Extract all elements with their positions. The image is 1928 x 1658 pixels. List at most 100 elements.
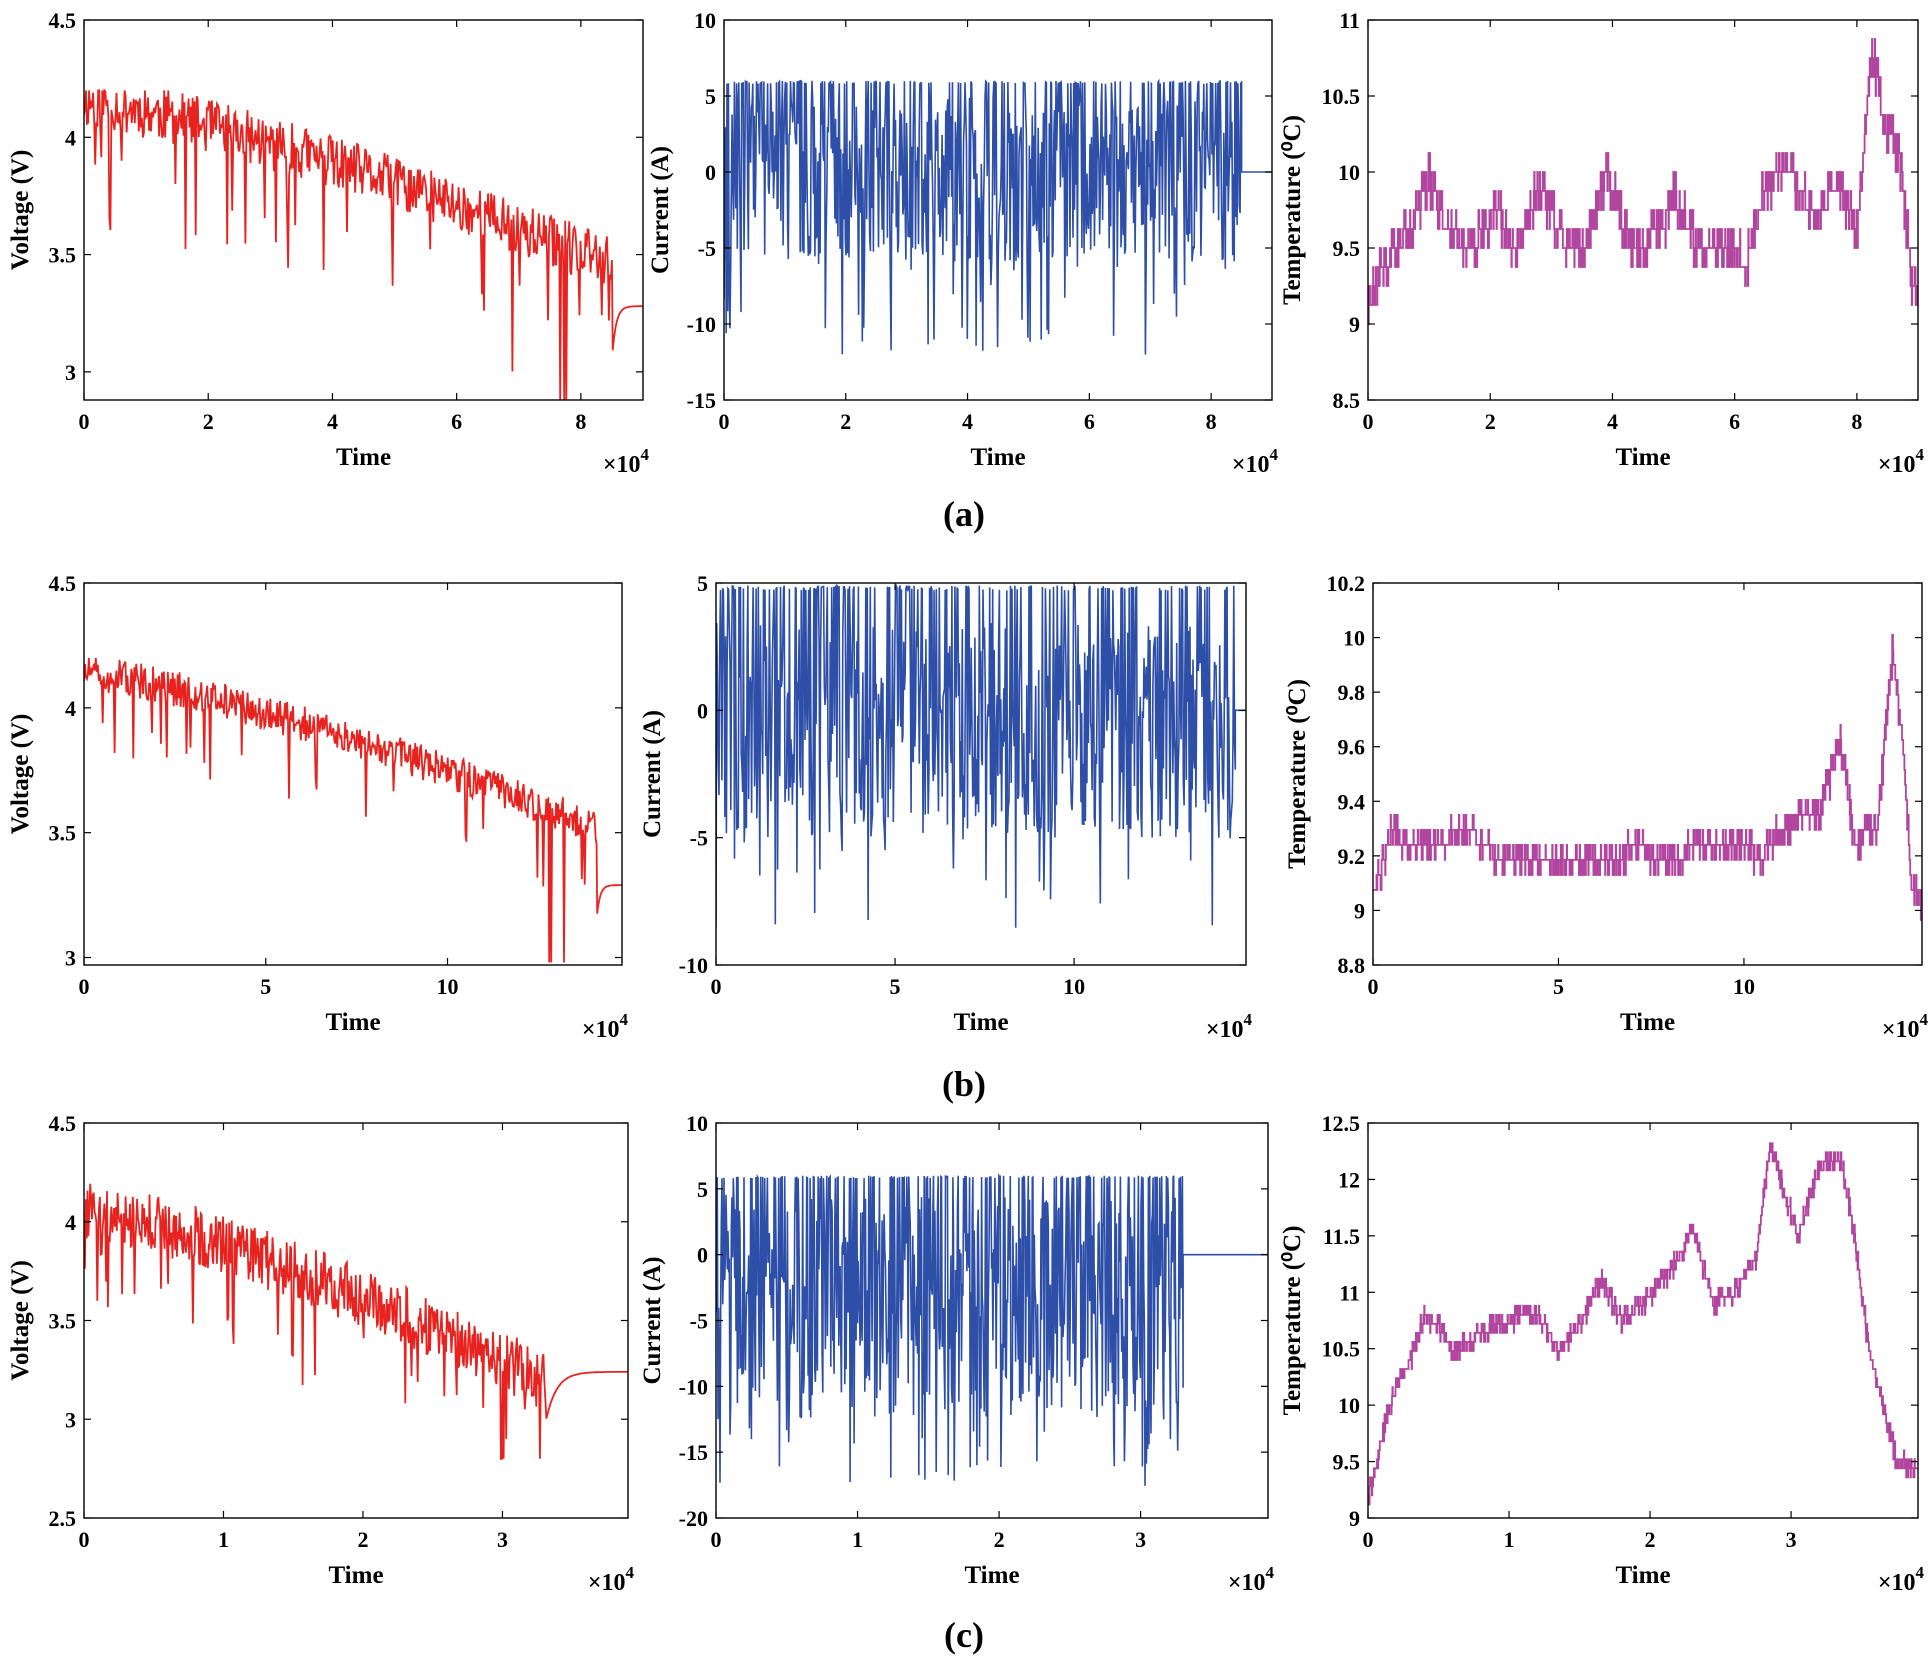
y-tick-label: 10.5 [1322,84,1361,109]
x-tick-label: 4 [1607,409,1618,434]
y-tick-label: 4 [65,696,76,721]
y-tick-label: -5 [690,1309,708,1334]
x-tick-label: 5 [260,974,271,999]
x-tick-label: 0 [79,974,90,999]
caption-b: (b) [942,1064,986,1104]
y-tick-label: 9.4 [1338,789,1366,814]
x-tick-label: 4 [962,409,973,434]
y-tick-label: 2.5 [49,1506,77,1531]
x-tick-label: 8 [575,409,586,434]
x-tick-label: 6 [1729,409,1740,434]
y-tick-label: 5 [697,1177,708,1202]
y-axis-title: Current (A) [639,1257,666,1385]
voltage-series-line [84,1183,628,1460]
y-tick-label: -15 [679,1440,708,1465]
x-tick-label: 1 [1504,1527,1515,1552]
y-tick-label: 12.5 [1322,1111,1361,1136]
voltage-series-line [84,88,643,400]
x-tick-label: 10 [1733,974,1755,999]
x-tick-label: 2 [203,409,214,434]
x-tick-label: 8 [1851,409,1862,434]
x-axis-title: Time [336,444,391,471]
y-axis-title: Temperature (⁰C) [1284,679,1311,869]
y-tick-label: 10 [686,1111,708,1136]
y-tick-label: 10.2 [1327,571,1366,596]
axes-box [1367,19,1919,401]
x-tick-label: 3 [1135,1527,1146,1552]
y-tick-label: 5 [697,571,708,596]
y-tick-label: 4.5 [49,571,77,596]
x-tick-label: 2 [357,1527,368,1552]
y-tick-label: 5 [705,84,716,109]
x-axis-title: Time [1620,1009,1675,1036]
y-tick-label: -5 [698,236,716,261]
axes-box [83,19,644,401]
y-axis-title: Voltage (V) [7,1260,34,1381]
y-tick-label: 12 [1338,1167,1360,1192]
y-tick-label: 4.5 [49,8,77,33]
x-tick-label: 0 [1363,1527,1374,1552]
y-tick-label: 9.5 [1333,236,1361,261]
y-tick-label: 9 [1354,898,1365,923]
temperature-series-line [1368,1142,1918,1506]
current-series-line [716,583,1246,928]
x-axis-title: Time [1615,444,1670,471]
y-axis-title: Current (A) [639,710,666,838]
y-tick-label: 10 [1338,1393,1360,1418]
current-series-line [716,1172,1268,1486]
x-tick-label: 0 [79,1527,90,1552]
x-axis-title: Time [970,444,1025,471]
x-tick-label: 8 [1206,409,1217,434]
x-tick-label: 4 [327,409,338,434]
x-tick-label: 0 [719,409,730,434]
caption-c: (c) [944,1615,984,1655]
y-tick-label: 9.2 [1338,844,1366,869]
x-tick-label: 2 [994,1527,1005,1552]
y-tick-label: 11 [1339,1280,1360,1305]
y-tick-label: -10 [679,953,708,978]
y-tick-label: 3.5 [49,821,77,846]
temperature-series-line [1368,38,1918,325]
y-tick-label: 4 [65,1210,76,1235]
y-axis-title: Voltage (V) [7,714,34,835]
x-tick-label: 0 [79,409,90,434]
y-axis-title: Temperature (⁰C) [1279,115,1306,305]
y-tick-label: -5 [690,826,708,851]
y-tick-label: 9.6 [1338,735,1366,760]
y-tick-label: 8.5 [1333,388,1361,413]
y-tick-label: -10 [679,1374,708,1399]
x-tick-label: 0 [711,1527,722,1552]
axes-box [723,19,1273,401]
x-tick-label: 0 [1363,409,1374,434]
x-tick-label: 5 [890,974,901,999]
y-tick-label: 3 [65,360,76,385]
y-tick-label: 10 [694,8,716,33]
y-tick-label: 0 [697,698,708,723]
y-tick-label: 11.5 [1323,1224,1360,1249]
x-tick-label: 10 [1063,974,1085,999]
x-tick-label: 1 [218,1527,229,1552]
x-tick-label: 2 [1645,1527,1656,1552]
y-axis-title: Current (A) [647,146,674,274]
x-tick-label: 3 [1786,1527,1797,1552]
y-tick-label: -15 [687,388,716,413]
x-axis-title: Time [953,1009,1008,1036]
voltage-series-line [84,657,622,963]
y-axis-title: Voltage (V) [7,150,34,271]
y-tick-label: 9.8 [1338,680,1366,705]
y-axis-title: Temperature (⁰C) [1279,1226,1306,1416]
axes-box [83,582,623,966]
axes-box [1367,1122,1919,1519]
axes-box [1372,582,1923,966]
y-tick-label: 0 [705,160,716,185]
x-tick-label: 10 [437,974,459,999]
x-axis-title: Time [328,1562,383,1589]
x-tick-label: 2 [1485,409,1496,434]
y-tick-label: 8.8 [1338,953,1366,978]
y-tick-label: 3 [65,1407,76,1432]
y-tick-label: 10.5 [1322,1337,1361,1362]
